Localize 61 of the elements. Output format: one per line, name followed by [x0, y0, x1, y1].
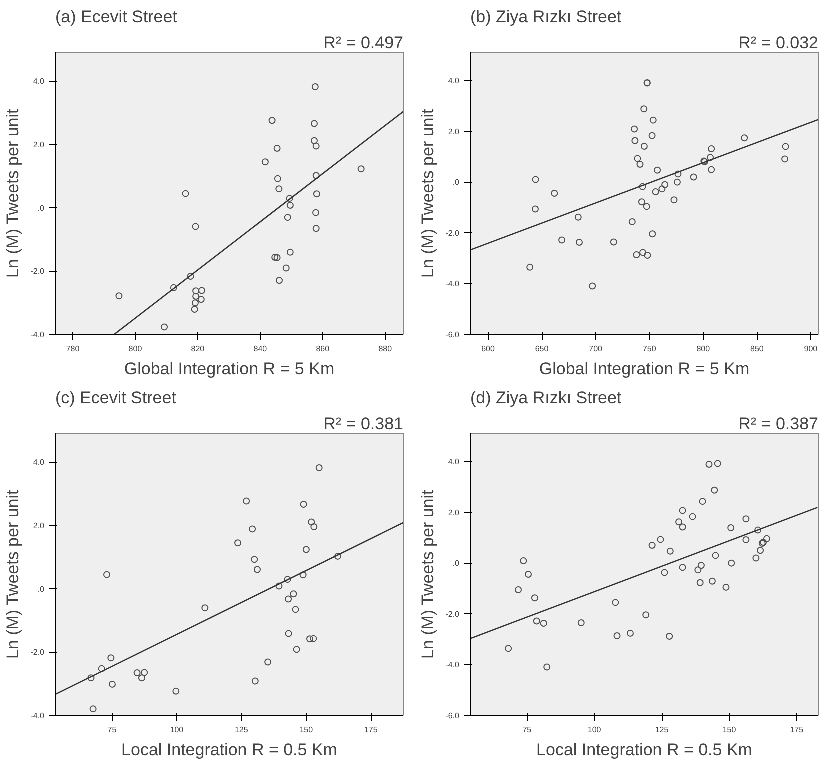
x-tick-label: 800 [696, 344, 711, 354]
y-tick-label: 4.0 [448, 76, 460, 86]
y-tick-label: 4.0 [448, 457, 460, 466]
x-tick-label: 880 [378, 344, 393, 354]
y-tick-label: 2.0 [448, 127, 460, 136]
y-tick-label: -4.0 [30, 330, 46, 340]
x-tick-label: 700 [589, 344, 604, 354]
y-axis-title: Ln (M) Tweets per unit [4, 490, 23, 660]
x-tick-label: 750 [642, 344, 657, 354]
y-tick-label: .0 [452, 178, 460, 188]
y-tick-label: -6.0 [446, 330, 460, 340]
x-axis-title: Global Integration R = 5 Km [539, 360, 750, 378]
y-tick-label: 2.0 [448, 508, 460, 518]
text: R² = 0.032 [738, 34, 819, 52]
x-tick-label: 75 [108, 726, 118, 734]
x-tick-label: 125 [234, 726, 249, 734]
x-axis-title: Global Integration R = 5 Km [124, 360, 335, 378]
y-tick-label: -2.0 [30, 267, 46, 276]
y-tick-label: -2.0 [446, 610, 460, 619]
x-tick-label: 100 [170, 726, 184, 734]
text: R² = 0.387 [738, 414, 819, 434]
x-tick-label: 175 [364, 726, 378, 734]
x-tick-label: 650 [535, 344, 550, 354]
x-tick-label: 840 [254, 344, 268, 354]
x-tick-label: 600 [482, 344, 496, 354]
text: R² = 0.497 [324, 34, 404, 52]
y-tick-label: 4.0 [33, 77, 46, 86]
text: R² = 0.381 [324, 414, 404, 434]
y-tick-label: 4.0 [33, 458, 46, 468]
y-tick-label: 2.0 [33, 140, 46, 150]
y-tick-label: -4.0 [446, 280, 460, 289]
x-tick-label: 75 [522, 726, 532, 734]
x-tick-label: 800 [128, 344, 143, 354]
x-axis-title: Local Integration R = 0.5 Km [122, 740, 338, 760]
y-tick-label: -4.0 [446, 660, 460, 670]
x-tick-label: 900 [804, 344, 818, 354]
x-tick-label: 150 [722, 726, 737, 734]
x-tick-label: 780 [66, 344, 80, 354]
x-tick-label: 820 [191, 344, 206, 354]
y-tick-label: -2.0 [30, 648, 46, 658]
y-tick-label: .0 [38, 584, 46, 594]
x-tick-label: 850 [750, 344, 764, 354]
y-tick-label: .0 [452, 559, 460, 568]
y-tick-label: -2.0 [446, 228, 460, 238]
y-axis-title: Ln (M) Tweets per unit [418, 108, 438, 278]
x-tick-label: 860 [316, 344, 330, 354]
chart-title: (b) Ziya Rızkı Street [470, 8, 622, 26]
chart-title: (a) Ecevit Street [56, 8, 178, 26]
chart-title: (d) Ziya Rızkı Street [470, 388, 622, 408]
x-tick-label: 100 [588, 726, 602, 734]
x-axis-title: Local Integration R = 0.5 Km [536, 740, 752, 760]
y-axis-title: Ln (M) Tweets per unit [418, 490, 438, 660]
x-tick-label: 150 [300, 726, 314, 734]
x-tick-label: 175 [790, 726, 804, 734]
y-axis-title: Ln (M) Tweets per unit [4, 108, 23, 278]
y-tick-label: 2.0 [33, 521, 46, 530]
x-tick-label: 125 [655, 726, 670, 734]
y-tick-label: -6.0 [446, 712, 460, 720]
chart-title: (c) Ecevit Street [56, 388, 177, 408]
y-tick-label: .0 [38, 204, 46, 213]
y-tick-label: -4.0 [30, 712, 46, 720]
